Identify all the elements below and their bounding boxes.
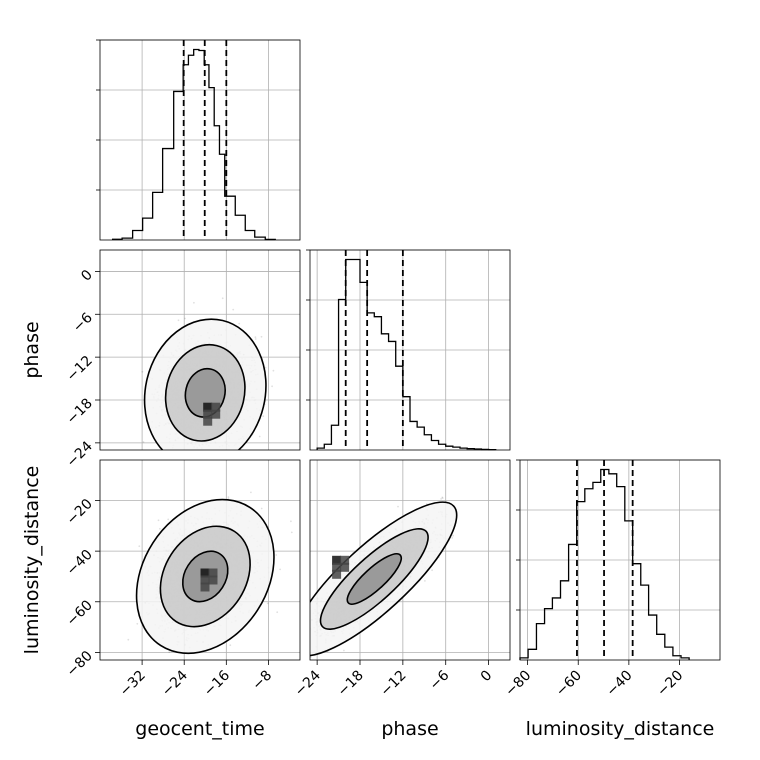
sample-point (266, 602, 269, 605)
panel-0-0 (96, 39, 300, 241)
sample-point (182, 477, 184, 479)
sample-point (196, 457, 198, 459)
joint-phase_vs_geocent_time (141, 297, 275, 479)
sample-point (290, 520, 292, 523)
sample-point (141, 370, 144, 373)
sample-point (207, 455, 209, 457)
density-cell (200, 568, 210, 578)
sample-point (221, 297, 224, 300)
density-cell (200, 575, 210, 585)
density-cell (200, 582, 210, 592)
sample-point (223, 450, 225, 452)
density-cell (208, 568, 218, 578)
panel-2-2 (516, 459, 720, 660)
sample-point (262, 415, 265, 418)
sample-point (167, 518, 170, 521)
density-cell (208, 575, 218, 585)
sample-point (230, 451, 232, 453)
sample-point (189, 450, 191, 452)
panel-border (99, 249, 301, 451)
panel-border (309, 249, 511, 451)
sample-point (127, 638, 130, 641)
sample-point (136, 622, 139, 625)
sample-point (209, 456, 211, 458)
sample-point (167, 454, 169, 456)
sample-point (166, 465, 168, 467)
sample-point (431, 569, 433, 572)
sample-point (189, 458, 191, 460)
sample-point (451, 537, 454, 539)
sample-point (168, 651, 171, 653)
panel-border (519, 459, 721, 661)
sample-point (290, 531, 293, 534)
sample-point (275, 554, 278, 556)
panel-2-0 (100, 460, 300, 699)
sample-point (276, 611, 279, 614)
sample-point (229, 644, 232, 647)
histogram-geocent_time (111, 48, 276, 241)
sample-point (296, 635, 298, 637)
density-cell (203, 409, 213, 419)
sample-point (218, 454, 220, 456)
sample-point (184, 317, 186, 320)
sample-point (194, 466, 196, 468)
sample-point (227, 496, 230, 499)
sample-point (260, 335, 263, 338)
sample-point (258, 435, 261, 438)
sample-point (231, 477, 233, 479)
sample-point (260, 507, 263, 510)
sample-point (271, 385, 273, 388)
joint-luminosity_distance_vs_geocent_time (127, 491, 293, 699)
density-cell (203, 402, 213, 412)
density-cell (211, 409, 221, 419)
sample-point (142, 441, 145, 443)
histogram-phase (316, 258, 497, 451)
sample-point (250, 491, 252, 494)
panel-1-1 (306, 249, 510, 451)
sample-point (238, 322, 241, 325)
sample-point (177, 319, 180, 322)
sample-point (157, 519, 160, 522)
sample-point (191, 697, 193, 699)
panel-2-1 (296, 460, 510, 667)
sample-point (254, 338, 257, 340)
density-cell (203, 416, 213, 426)
histogram-luminosity_distance (519, 468, 690, 660)
sample-point (193, 301, 195, 304)
sample-point (312, 665, 314, 667)
sample-point (138, 545, 141, 548)
sample-point (254, 336, 257, 339)
sample-point (166, 454, 168, 456)
panel-border (99, 39, 301, 241)
sample-point (159, 527, 161, 530)
sample-point (232, 308, 235, 311)
joint-luminosity_distance_vs_phase (296, 496, 458, 667)
density-cell (211, 402, 221, 412)
sample-point (272, 369, 275, 372)
sample-point (216, 451, 218, 453)
sample-point (279, 568, 281, 571)
panel-border (99, 459, 301, 661)
panel-1-0 (100, 250, 300, 479)
